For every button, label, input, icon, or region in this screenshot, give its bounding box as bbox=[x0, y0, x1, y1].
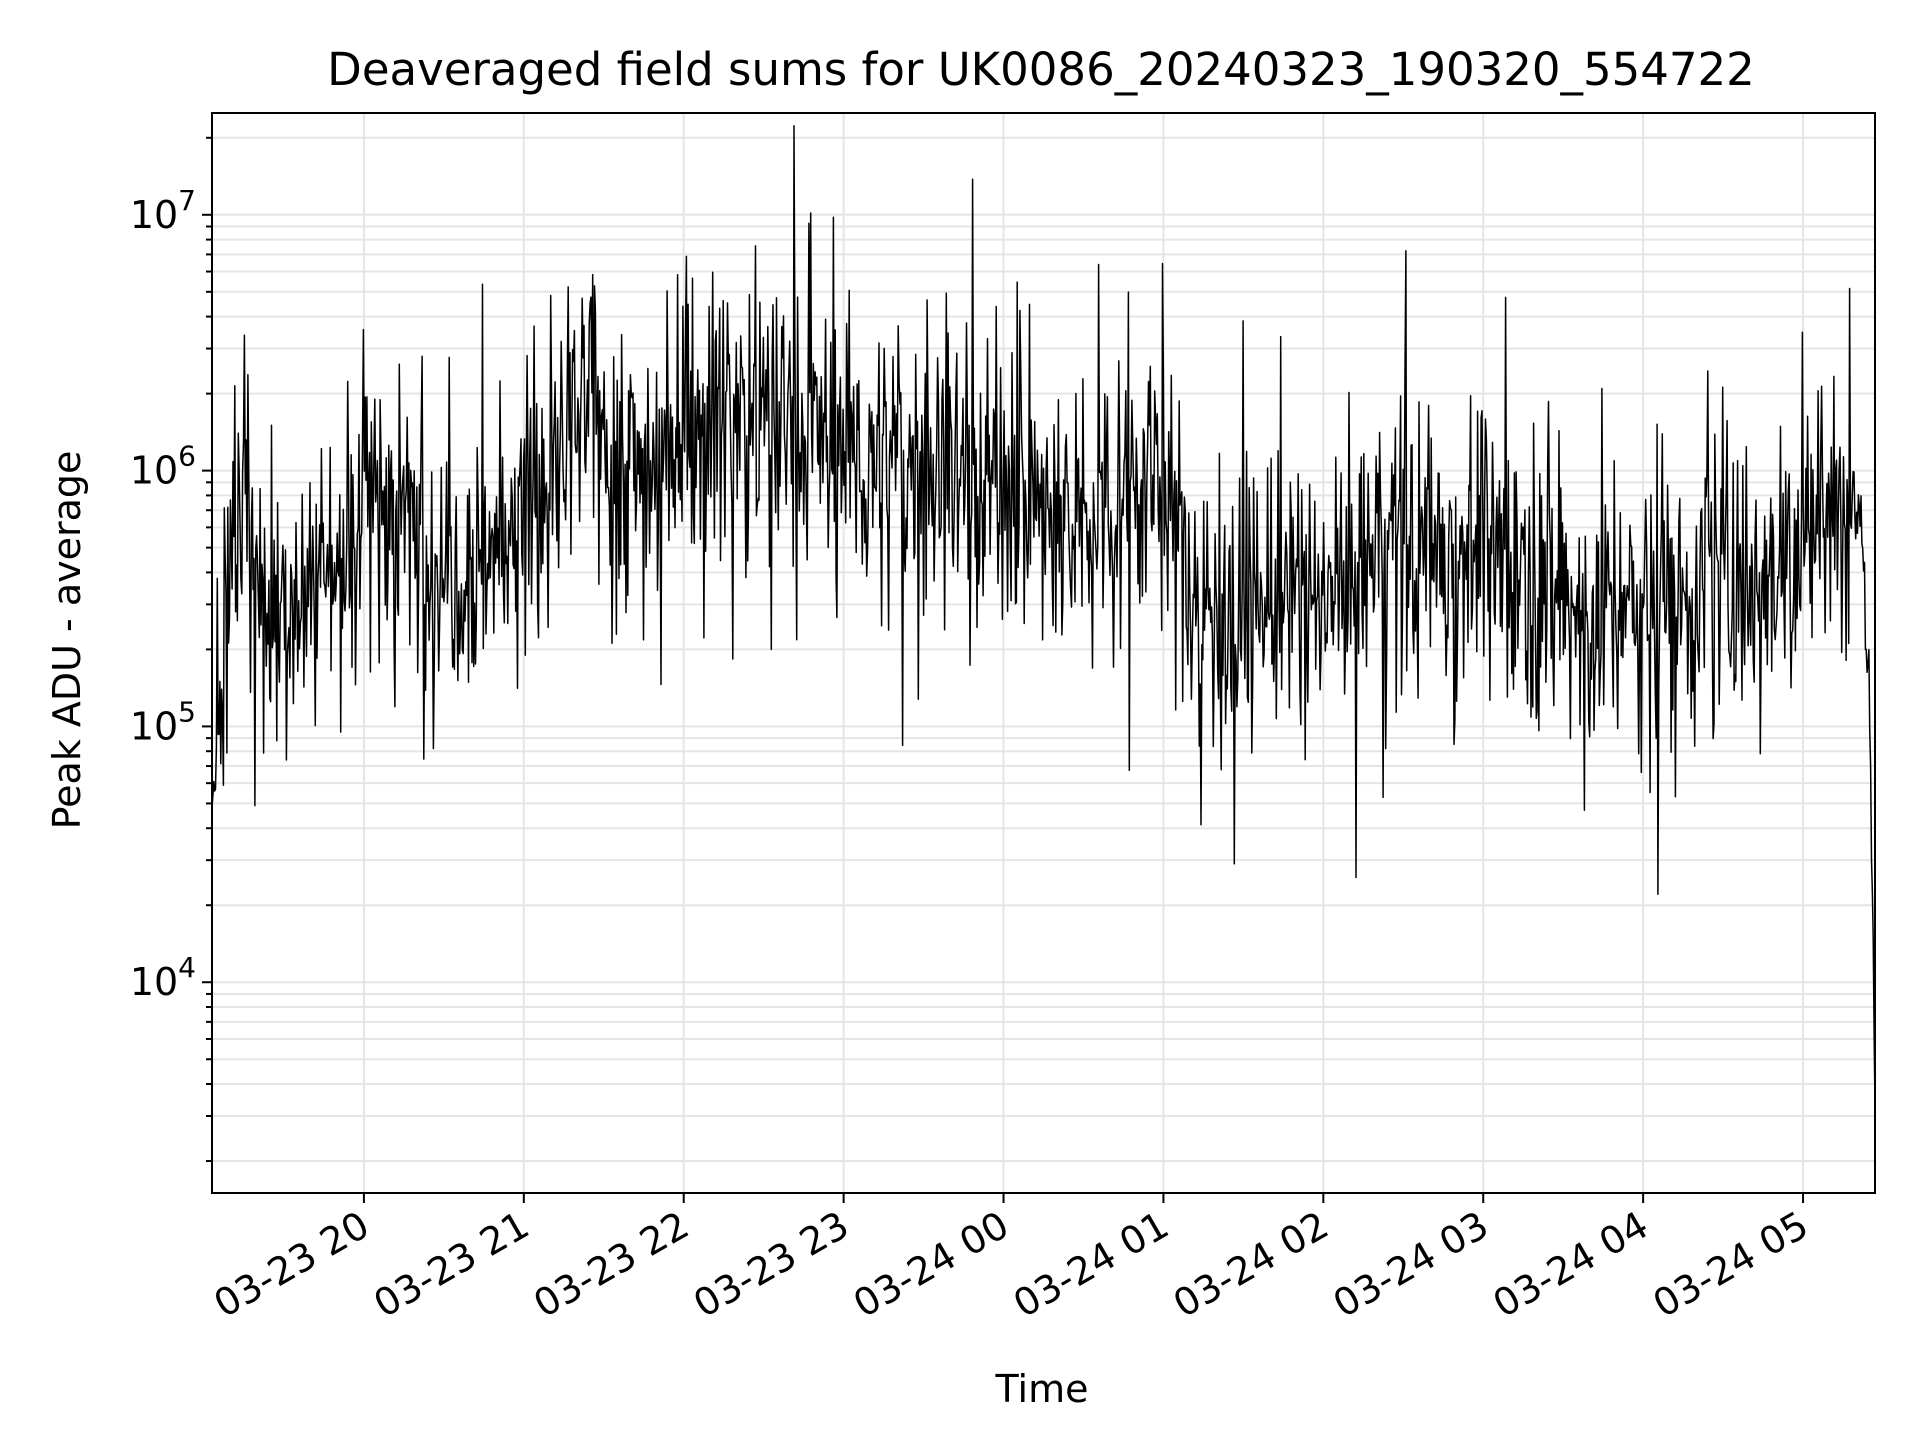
y-tick-label: 106 bbox=[130, 440, 196, 493]
x-axis-label: Time bbox=[995, 1367, 1089, 1411]
series-line bbox=[211, 125, 1876, 1107]
y-tick-label: 107 bbox=[130, 184, 196, 237]
plot-frame bbox=[211, 112, 1876, 1194]
series-layer bbox=[211, 125, 1876, 1107]
y-axis-label: Peak ADU - average bbox=[45, 451, 89, 830]
chart-title: Deaveraged field sums for UK0086_2024032… bbox=[327, 43, 1755, 96]
y-tick-label: 105 bbox=[130, 695, 196, 748]
y-tick-label: 104 bbox=[130, 951, 196, 1004]
